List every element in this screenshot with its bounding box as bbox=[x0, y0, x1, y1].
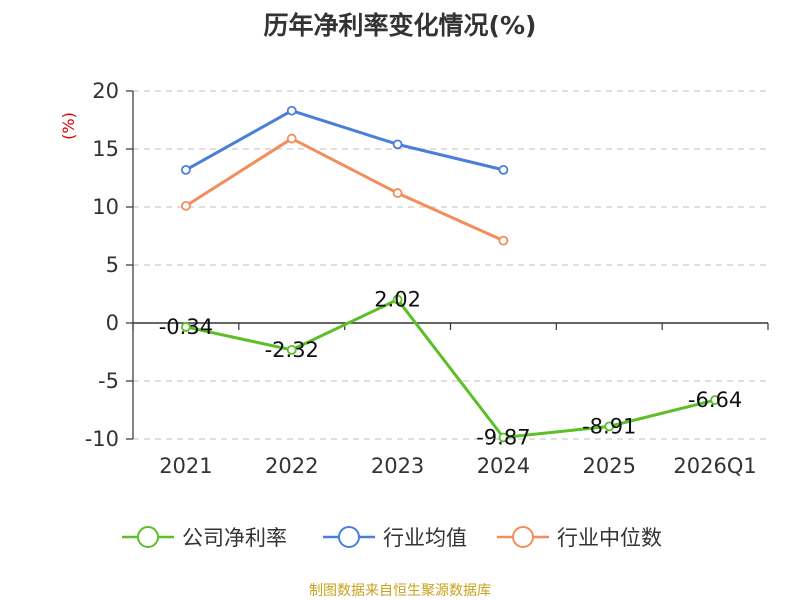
data-point bbox=[604, 421, 615, 432]
y-tick-label: 20 bbox=[92, 79, 119, 103]
chart-title: 历年净利率变化情况(%) bbox=[263, 11, 537, 40]
data-point bbox=[392, 188, 403, 198]
data-point bbox=[286, 345, 297, 355]
data-point bbox=[181, 164, 191, 175]
data-label: -6.64 bbox=[688, 388, 742, 412]
legend-swatch-marker bbox=[512, 526, 534, 548]
data-point bbox=[710, 395, 720, 405]
data-point bbox=[392, 139, 403, 150]
x-tick-label: 2021 bbox=[159, 454, 212, 478]
x-tick-label: 2025 bbox=[583, 454, 636, 478]
y-tick-label: 5 bbox=[106, 253, 119, 277]
data-point bbox=[286, 105, 297, 116]
legend-swatch-marker bbox=[137, 526, 159, 548]
data-point bbox=[392, 294, 403, 305]
y-tick-label: 0 bbox=[106, 311, 119, 335]
data-label: -9.87 bbox=[476, 425, 530, 449]
data-label: -0.34 bbox=[159, 315, 213, 339]
legend-label: 行业中位数 bbox=[557, 526, 662, 550]
y-tick-label: 10 bbox=[92, 195, 119, 219]
data-point bbox=[498, 164, 509, 175]
series-line-2 bbox=[185, 137, 505, 243]
source-note: 制图数据来自恒生聚源数据库 bbox=[309, 583, 491, 599]
y-axis-label: (%) bbox=[59, 112, 78, 140]
x-tick-label: 2022 bbox=[265, 454, 318, 478]
legend-label: 公司净利率 bbox=[182, 526, 287, 550]
data-point bbox=[181, 322, 191, 332]
data-label: 2.02 bbox=[374, 288, 421, 312]
x-tick-label: 2026Q1 bbox=[673, 454, 756, 478]
y-tick-label: -5 bbox=[98, 369, 119, 393]
data-label: -8.91 bbox=[582, 414, 636, 438]
legend-label: 行业均值 bbox=[383, 526, 467, 550]
y-tick-label: 15 bbox=[92, 137, 119, 161]
data-point bbox=[181, 200, 191, 211]
x-tick-label: 2024 bbox=[477, 454, 530, 478]
legend-swatch-marker bbox=[338, 526, 360, 548]
data-point bbox=[498, 235, 509, 246]
x-tick-label: 2023 bbox=[371, 454, 424, 478]
data-point bbox=[286, 133, 297, 144]
data-label: -2.32 bbox=[265, 338, 319, 362]
series-line-1 bbox=[185, 109, 504, 172]
series-line-0 bbox=[185, 298, 716, 439]
data-point bbox=[498, 432, 509, 443]
y-tick-label: -10 bbox=[85, 427, 119, 451]
